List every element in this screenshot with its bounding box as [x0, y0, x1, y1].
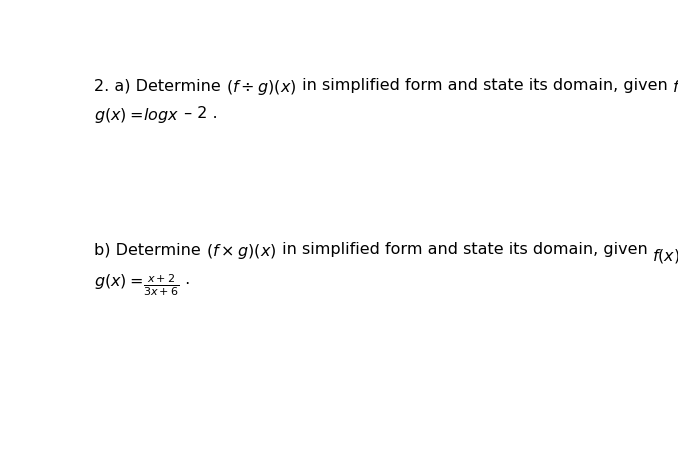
Text: $f(x) = 2\sqrt{x+9}$: $f(x) = 2\sqrt{x+9}$: [652, 242, 678, 266]
Text: .: .: [180, 273, 190, 287]
Text: 2. a) Determine: 2. a) Determine: [94, 78, 226, 93]
Text: $f(x)=$: $f(x)=$: [673, 78, 678, 96]
Text: in simplified form and state its domain, given: in simplified form and state its domain,…: [296, 78, 673, 93]
Text: $logx$: $logx$: [143, 106, 179, 125]
Text: $g(x) = $: $g(x) = $: [94, 106, 143, 125]
Text: $\frac{x+2}{3x+6}$: $\frac{x+2}{3x+6}$: [143, 273, 180, 298]
Text: b) Determine: b) Determine: [94, 242, 206, 257]
Text: $(f \div g)(x)$: $(f \div g)(x)$: [226, 78, 296, 97]
Text: $(f \times g)(x)$: $(f \times g)(x)$: [206, 242, 277, 261]
Text: – 2 .: – 2 .: [179, 106, 218, 121]
Text: $g(x) = $: $g(x) = $: [94, 273, 143, 291]
Text: in simplified form and state its domain, given: in simplified form and state its domain,…: [277, 242, 652, 257]
